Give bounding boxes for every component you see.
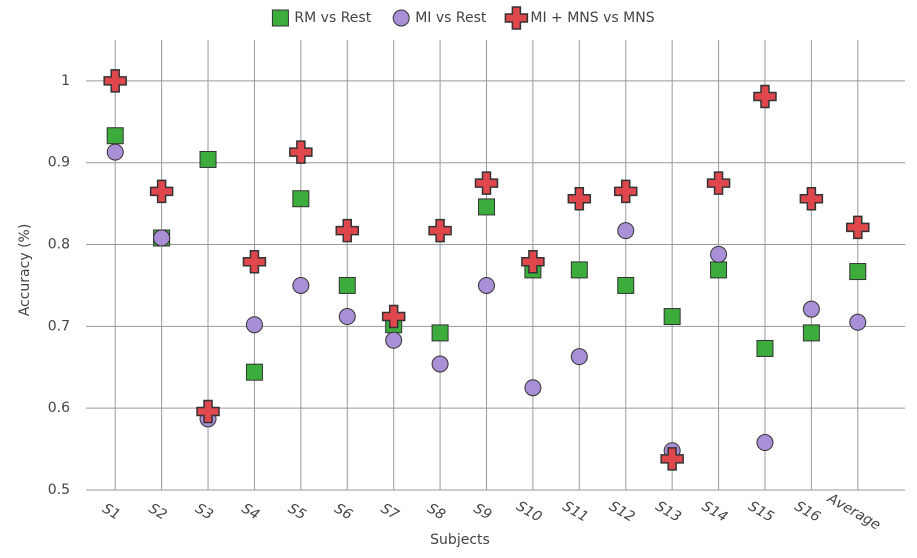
x-tick-label: S5 xyxy=(285,501,308,524)
marker-circle xyxy=(392,9,410,27)
y-tick-label: 0.9 xyxy=(48,155,70,171)
marker-square xyxy=(271,9,289,27)
marker-cross xyxy=(103,69,127,93)
x-tick-label: S12 xyxy=(606,498,637,525)
marker-cross xyxy=(567,186,592,211)
y-tick-label: 1 xyxy=(61,73,70,89)
marker-square xyxy=(617,276,635,294)
marker-square xyxy=(338,276,356,294)
x-tick-label: S16 xyxy=(792,498,823,525)
marker-square xyxy=(245,363,263,381)
marker-cross xyxy=(335,218,360,243)
marker-square xyxy=(663,308,681,326)
marker-cross xyxy=(660,447,684,471)
x-tick-label: S9 xyxy=(471,501,494,524)
x-tick-label: S7 xyxy=(378,501,401,524)
marker-circle xyxy=(617,222,635,240)
x-tick-label: Average xyxy=(824,490,883,534)
legend: RM vs Rest MI vs Rest MI + MNS vs MNS xyxy=(271,6,655,30)
marker-circle xyxy=(431,355,449,373)
x-tick-label: S3 xyxy=(192,501,215,524)
marker-square xyxy=(849,263,867,281)
marker-cross xyxy=(706,171,731,195)
marker-cross xyxy=(242,249,267,274)
marker-square xyxy=(106,127,124,145)
x-tick-label: S14 xyxy=(699,498,730,525)
marker-cross xyxy=(846,215,870,240)
marker-cross xyxy=(196,399,220,424)
marker-circle xyxy=(245,316,263,334)
marker-circle xyxy=(802,300,820,318)
marker-circle xyxy=(710,245,728,263)
marker-square xyxy=(710,261,728,279)
marker-circle xyxy=(478,276,495,294)
marker-circle xyxy=(338,308,356,326)
x-tick-label: S13 xyxy=(653,498,684,525)
marker-square xyxy=(199,150,217,168)
marker-circle xyxy=(385,331,403,349)
x-tick-label: S15 xyxy=(745,498,776,525)
marker-cross xyxy=(289,140,313,164)
x-tick-label: S11 xyxy=(560,498,591,525)
marker-cross xyxy=(381,304,406,329)
marker-square xyxy=(570,261,588,279)
marker-cross xyxy=(428,218,452,243)
x-axis-title: Subjects xyxy=(430,532,490,548)
legend-label: MI vs Rest xyxy=(415,10,487,26)
marker-cross xyxy=(613,179,638,204)
marker-circle xyxy=(524,379,542,397)
marker-square xyxy=(431,324,449,342)
legend-label: MI + MNS vs MNS xyxy=(530,10,654,26)
y-tick-label: 0.5 xyxy=(48,482,70,498)
x-tick-label: S4 xyxy=(239,501,262,524)
y-tick-label: 0.6 xyxy=(48,400,70,416)
marker-circle xyxy=(849,313,867,331)
marker-circle xyxy=(756,434,774,452)
marker-cross xyxy=(799,186,824,211)
marker-square xyxy=(756,339,774,357)
y-tick-label: 0.8 xyxy=(48,237,70,253)
y-axis-title: Accuracy (%) xyxy=(17,224,33,317)
marker-circle xyxy=(153,229,171,247)
marker-circle xyxy=(570,348,588,366)
marker-square xyxy=(478,198,495,216)
marker-cross xyxy=(521,249,545,274)
x-tick-label: S2 xyxy=(146,501,169,524)
marker-cross xyxy=(474,171,499,195)
x-tick-label: S10 xyxy=(513,498,544,525)
marker-circle xyxy=(106,143,124,161)
marker-circle xyxy=(292,276,310,294)
marker-cross xyxy=(149,179,174,204)
x-tick-label: S1 xyxy=(99,501,122,524)
x-tick-label: S6 xyxy=(332,501,355,524)
y-tick-label: 0.7 xyxy=(48,318,70,334)
marker-cross xyxy=(504,6,529,30)
marker-square xyxy=(292,190,310,208)
marker-cross xyxy=(753,84,777,109)
legend-label: RM vs Rest xyxy=(294,10,371,26)
x-tick-label: S8 xyxy=(424,501,447,524)
marker-square xyxy=(802,324,820,342)
